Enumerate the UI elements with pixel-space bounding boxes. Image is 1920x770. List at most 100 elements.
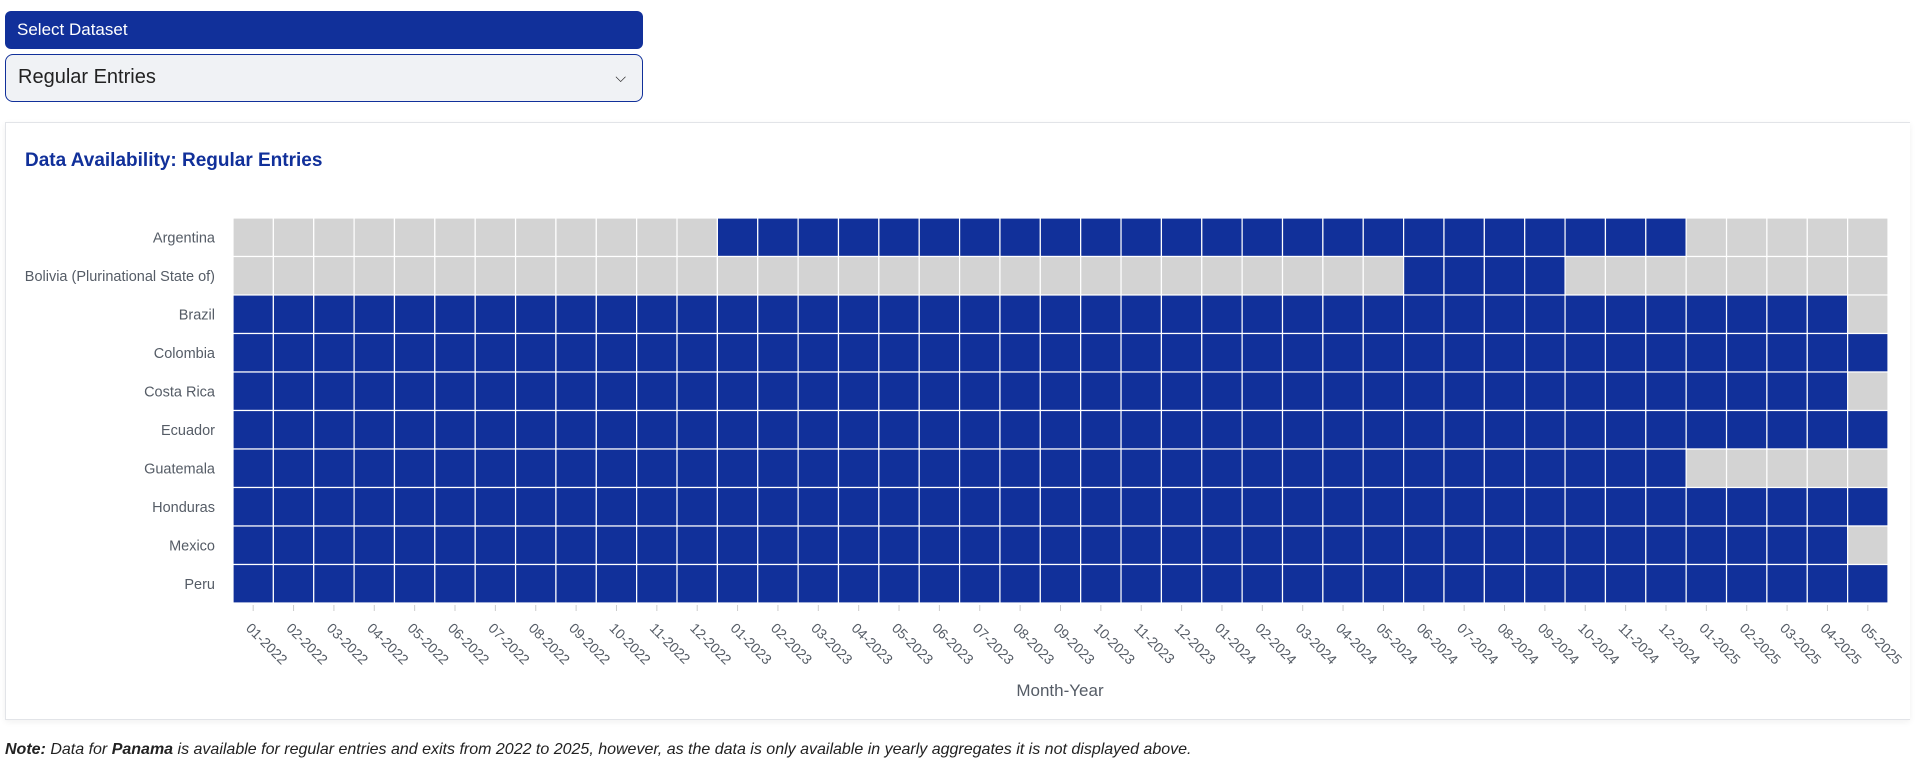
heatmap-cell[interactable] [232, 486, 274, 527]
heatmap-cell[interactable] [514, 409, 557, 450]
heatmap-cell[interactable] [1160, 409, 1203, 450]
heatmap-cell[interactable] [393, 486, 436, 527]
heatmap-cell[interactable] [837, 294, 880, 335]
heatmap-cell[interactable] [878, 525, 920, 566]
heatmap-cell[interactable] [1725, 563, 1768, 604]
heatmap-cell[interactable] [999, 371, 1041, 412]
heatmap-cell[interactable] [1847, 525, 1889, 566]
heatmap-cell[interactable] [918, 409, 961, 450]
heatmap-cell[interactable] [999, 525, 1041, 566]
heatmap-cell[interactable] [1685, 409, 1728, 450]
heatmap-cell[interactable] [1685, 294, 1728, 335]
heatmap-cell[interactable] [1241, 255, 1284, 296]
heatmap-cell[interactable] [1241, 332, 1284, 373]
heatmap-cell[interactable] [1201, 332, 1243, 373]
heatmap-cell[interactable] [1564, 448, 1607, 489]
heatmap-cell[interactable] [514, 563, 557, 604]
heatmap-cell[interactable] [1120, 448, 1163, 489]
heatmap-cell[interactable] [878, 563, 920, 604]
heatmap-cell[interactable] [878, 486, 920, 527]
heatmap-cell[interactable] [1645, 563, 1687, 604]
heatmap-cell[interactable] [1281, 448, 1324, 489]
heatmap-cell[interactable] [878, 332, 920, 373]
heatmap-cell[interactable] [1039, 332, 1082, 373]
heatmap-cell[interactable] [434, 486, 476, 527]
heatmap-cell[interactable] [1322, 255, 1364, 296]
heatmap-cell[interactable] [1362, 486, 1405, 527]
heatmap-cell[interactable] [1524, 255, 1566, 296]
heatmap-cell[interactable] [595, 217, 638, 258]
heatmap-cell[interactable] [272, 217, 315, 258]
heatmap-cell[interactable] [1241, 217, 1284, 258]
heatmap-cell[interactable] [1483, 409, 1526, 450]
heatmap-cell[interactable] [1403, 486, 1445, 527]
heatmap-cell[interactable] [999, 486, 1041, 527]
heatmap-cell[interactable] [313, 255, 355, 296]
heatmap-cell[interactable] [958, 448, 1001, 489]
heatmap-cell[interactable] [1039, 294, 1082, 335]
heatmap-cell[interactable] [232, 448, 274, 489]
heatmap-cell[interactable] [434, 525, 476, 566]
heatmap-cell[interactable] [1160, 217, 1203, 258]
heatmap-cell[interactable] [636, 409, 678, 450]
heatmap-cell[interactable] [1847, 563, 1889, 604]
heatmap-cell[interactable] [1241, 294, 1284, 335]
heatmap-cell[interactable] [918, 525, 961, 566]
heatmap-cell[interactable] [1645, 409, 1687, 450]
heatmap-cell[interactable] [757, 486, 799, 527]
heatmap-cell[interactable] [1766, 563, 1808, 604]
heatmap-cell[interactable] [1403, 217, 1445, 258]
heatmap-cell[interactable] [1806, 563, 1849, 604]
heatmap-cell[interactable] [1645, 217, 1687, 258]
heatmap-cell[interactable] [1725, 217, 1768, 258]
heatmap-cell[interactable] [595, 294, 638, 335]
heatmap-cell[interactable] [393, 525, 436, 566]
heatmap-cell[interactable] [1847, 409, 1889, 450]
heatmap-cell[interactable] [1443, 332, 1485, 373]
heatmap-cell[interactable] [797, 525, 840, 566]
heatmap-cell[interactable] [272, 409, 315, 450]
heatmap-cell[interactable] [1604, 563, 1647, 604]
heatmap-cell[interactable] [434, 217, 476, 258]
heatmap-cell[interactable] [474, 525, 517, 566]
heatmap-cell[interactable] [272, 371, 315, 412]
heatmap-cell[interactable] [272, 525, 315, 566]
heatmap-cell[interactable] [555, 371, 597, 412]
heatmap-cell[interactable] [878, 409, 920, 450]
heatmap-cell[interactable] [636, 525, 678, 566]
heatmap-cell[interactable] [918, 294, 961, 335]
heatmap-cell[interactable] [958, 294, 1001, 335]
heatmap-cell[interactable] [1806, 448, 1849, 489]
heatmap-cell[interactable] [958, 371, 1001, 412]
heatmap-cell[interactable] [393, 332, 436, 373]
heatmap-cell[interactable] [1524, 332, 1566, 373]
heatmap-cell[interactable] [797, 371, 840, 412]
heatmap-cell[interactable] [878, 371, 920, 412]
heatmap-cell[interactable] [1645, 255, 1687, 296]
heatmap-cell[interactable] [353, 217, 396, 258]
heatmap-cell[interactable] [555, 448, 597, 489]
heatmap-cell[interactable] [1524, 371, 1566, 412]
heatmap-cell[interactable] [1201, 217, 1243, 258]
heatmap-cell[interactable] [716, 332, 759, 373]
heatmap-cell[interactable] [474, 332, 517, 373]
heatmap-cell[interactable] [1847, 217, 1889, 258]
heatmap-cell[interactable] [757, 409, 799, 450]
heatmap-cell[interactable] [1080, 525, 1122, 566]
heatmap-cell[interactable] [1645, 525, 1687, 566]
heatmap-cell[interactable] [999, 217, 1041, 258]
heatmap-cell[interactable] [1160, 294, 1203, 335]
heatmap-cell[interactable] [676, 486, 718, 527]
heatmap-cell[interactable] [353, 332, 396, 373]
heatmap-cell[interactable] [555, 563, 597, 604]
heatmap-cell[interactable] [837, 448, 880, 489]
heatmap-cell[interactable] [1120, 525, 1163, 566]
heatmap-cell[interactable] [1443, 448, 1485, 489]
heatmap-cell[interactable] [797, 332, 840, 373]
heatmap-cell[interactable] [1201, 563, 1243, 604]
heatmap-cell[interactable] [1039, 525, 1082, 566]
heatmap-cell[interactable] [918, 563, 961, 604]
heatmap-cell[interactable] [1604, 525, 1647, 566]
heatmap-cell[interactable] [797, 486, 840, 527]
heatmap-cell[interactable] [1039, 563, 1082, 604]
